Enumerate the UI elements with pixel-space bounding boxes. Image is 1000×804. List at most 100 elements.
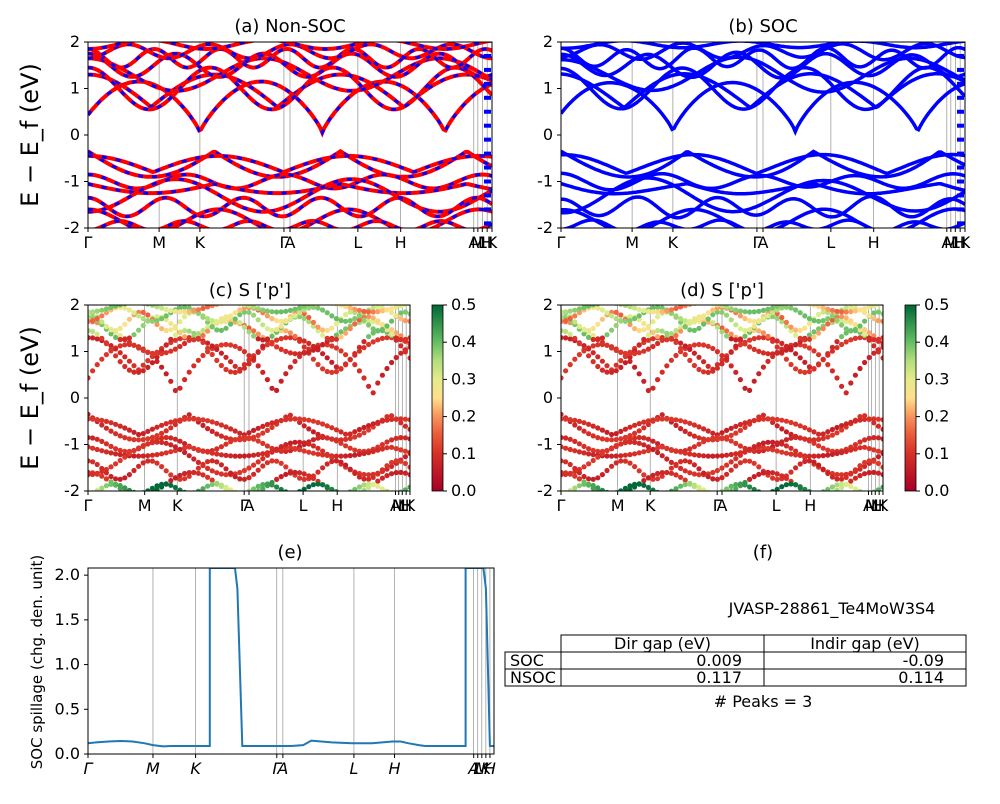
band-point <box>145 318 151 324</box>
band-point <box>770 310 776 316</box>
band-point <box>122 337 128 343</box>
band-point <box>287 364 293 370</box>
band-point <box>306 417 312 423</box>
table-row-label: SOC <box>510 651 544 670</box>
band-point <box>246 465 252 471</box>
band-point <box>802 325 808 331</box>
x-tick-label: M <box>138 496 152 515</box>
band-point <box>278 460 284 466</box>
colorbar-tick-label: 0.5 <box>924 295 949 314</box>
band-point <box>209 343 215 349</box>
band-point <box>650 336 656 342</box>
band-point <box>260 440 266 446</box>
band-point <box>834 471 840 478</box>
band-point <box>742 341 748 347</box>
band-line-dashed <box>88 149 492 179</box>
band-point <box>875 435 882 441</box>
y-tick-label: 0 <box>70 388 80 407</box>
band-point <box>186 473 192 479</box>
band-point <box>650 438 656 444</box>
band-point <box>122 354 128 360</box>
band-point <box>742 424 748 430</box>
band-point <box>829 484 836 490</box>
band-point <box>126 472 132 478</box>
band-point <box>655 441 661 447</box>
band-point <box>260 423 266 429</box>
band-point <box>581 331 587 337</box>
band-point <box>269 482 275 488</box>
band-point <box>581 428 587 434</box>
band-point <box>848 419 854 425</box>
band-point <box>393 416 399 422</box>
band-point <box>650 305 656 311</box>
band-point <box>811 459 817 465</box>
band-point <box>816 352 822 358</box>
band-point <box>182 476 188 482</box>
band-point <box>710 430 716 436</box>
band-point <box>306 449 312 455</box>
band-point <box>770 338 776 344</box>
band-point <box>191 469 197 476</box>
band-point <box>113 327 119 334</box>
band-point <box>756 442 762 448</box>
band-point <box>131 467 137 474</box>
band-point <box>241 349 247 355</box>
band-point <box>315 431 321 437</box>
band-point <box>260 307 266 313</box>
band-point <box>375 471 381 477</box>
band-point <box>880 355 883 361</box>
band-point <box>163 371 169 377</box>
band-point <box>719 430 725 436</box>
band-line-dashed <box>88 47 492 70</box>
band-point <box>214 305 220 307</box>
band-point <box>710 469 716 476</box>
band-point <box>90 309 96 315</box>
band-point <box>561 314 564 320</box>
band-point <box>825 362 831 368</box>
band-point <box>871 310 877 316</box>
band-point <box>857 327 863 333</box>
band-point <box>561 469 564 475</box>
band-point <box>678 319 684 325</box>
band-point <box>260 369 266 375</box>
band-point <box>645 323 652 330</box>
band-point <box>117 482 123 489</box>
band-point <box>237 453 243 459</box>
band-point <box>163 350 169 356</box>
band-point <box>375 447 381 453</box>
band-point <box>283 348 289 354</box>
band-point <box>186 444 192 450</box>
band-point <box>283 448 289 454</box>
band-point <box>297 447 303 453</box>
band-point <box>821 493 826 498</box>
band-point <box>320 448 326 454</box>
band-point <box>655 340 661 347</box>
band-point <box>567 316 573 322</box>
band-point <box>241 324 247 330</box>
band-point <box>613 316 619 322</box>
band-point <box>866 458 872 464</box>
band-point <box>172 323 178 330</box>
band-point <box>205 418 211 424</box>
band-point <box>604 437 610 443</box>
band-point <box>705 453 711 459</box>
band-point <box>389 463 395 469</box>
band-point <box>343 431 349 437</box>
band-point <box>852 335 859 341</box>
band-point <box>329 359 335 365</box>
x-tick-label: A <box>758 233 769 252</box>
band-point <box>641 320 647 327</box>
band-point <box>563 445 569 451</box>
band-point <box>742 385 748 391</box>
band-point <box>586 334 592 340</box>
band-point <box>246 309 252 315</box>
band-point <box>191 456 197 462</box>
band-point <box>200 332 206 339</box>
band-point <box>306 349 312 355</box>
band-point <box>632 316 638 322</box>
band-point <box>622 360 629 366</box>
panel-e-spillage: (e) SOC spillage (chg. den. unit) Γ M K ΓA L… <box>28 542 496 778</box>
band-point <box>117 359 123 365</box>
band-point <box>329 325 335 331</box>
band-point <box>848 471 854 477</box>
